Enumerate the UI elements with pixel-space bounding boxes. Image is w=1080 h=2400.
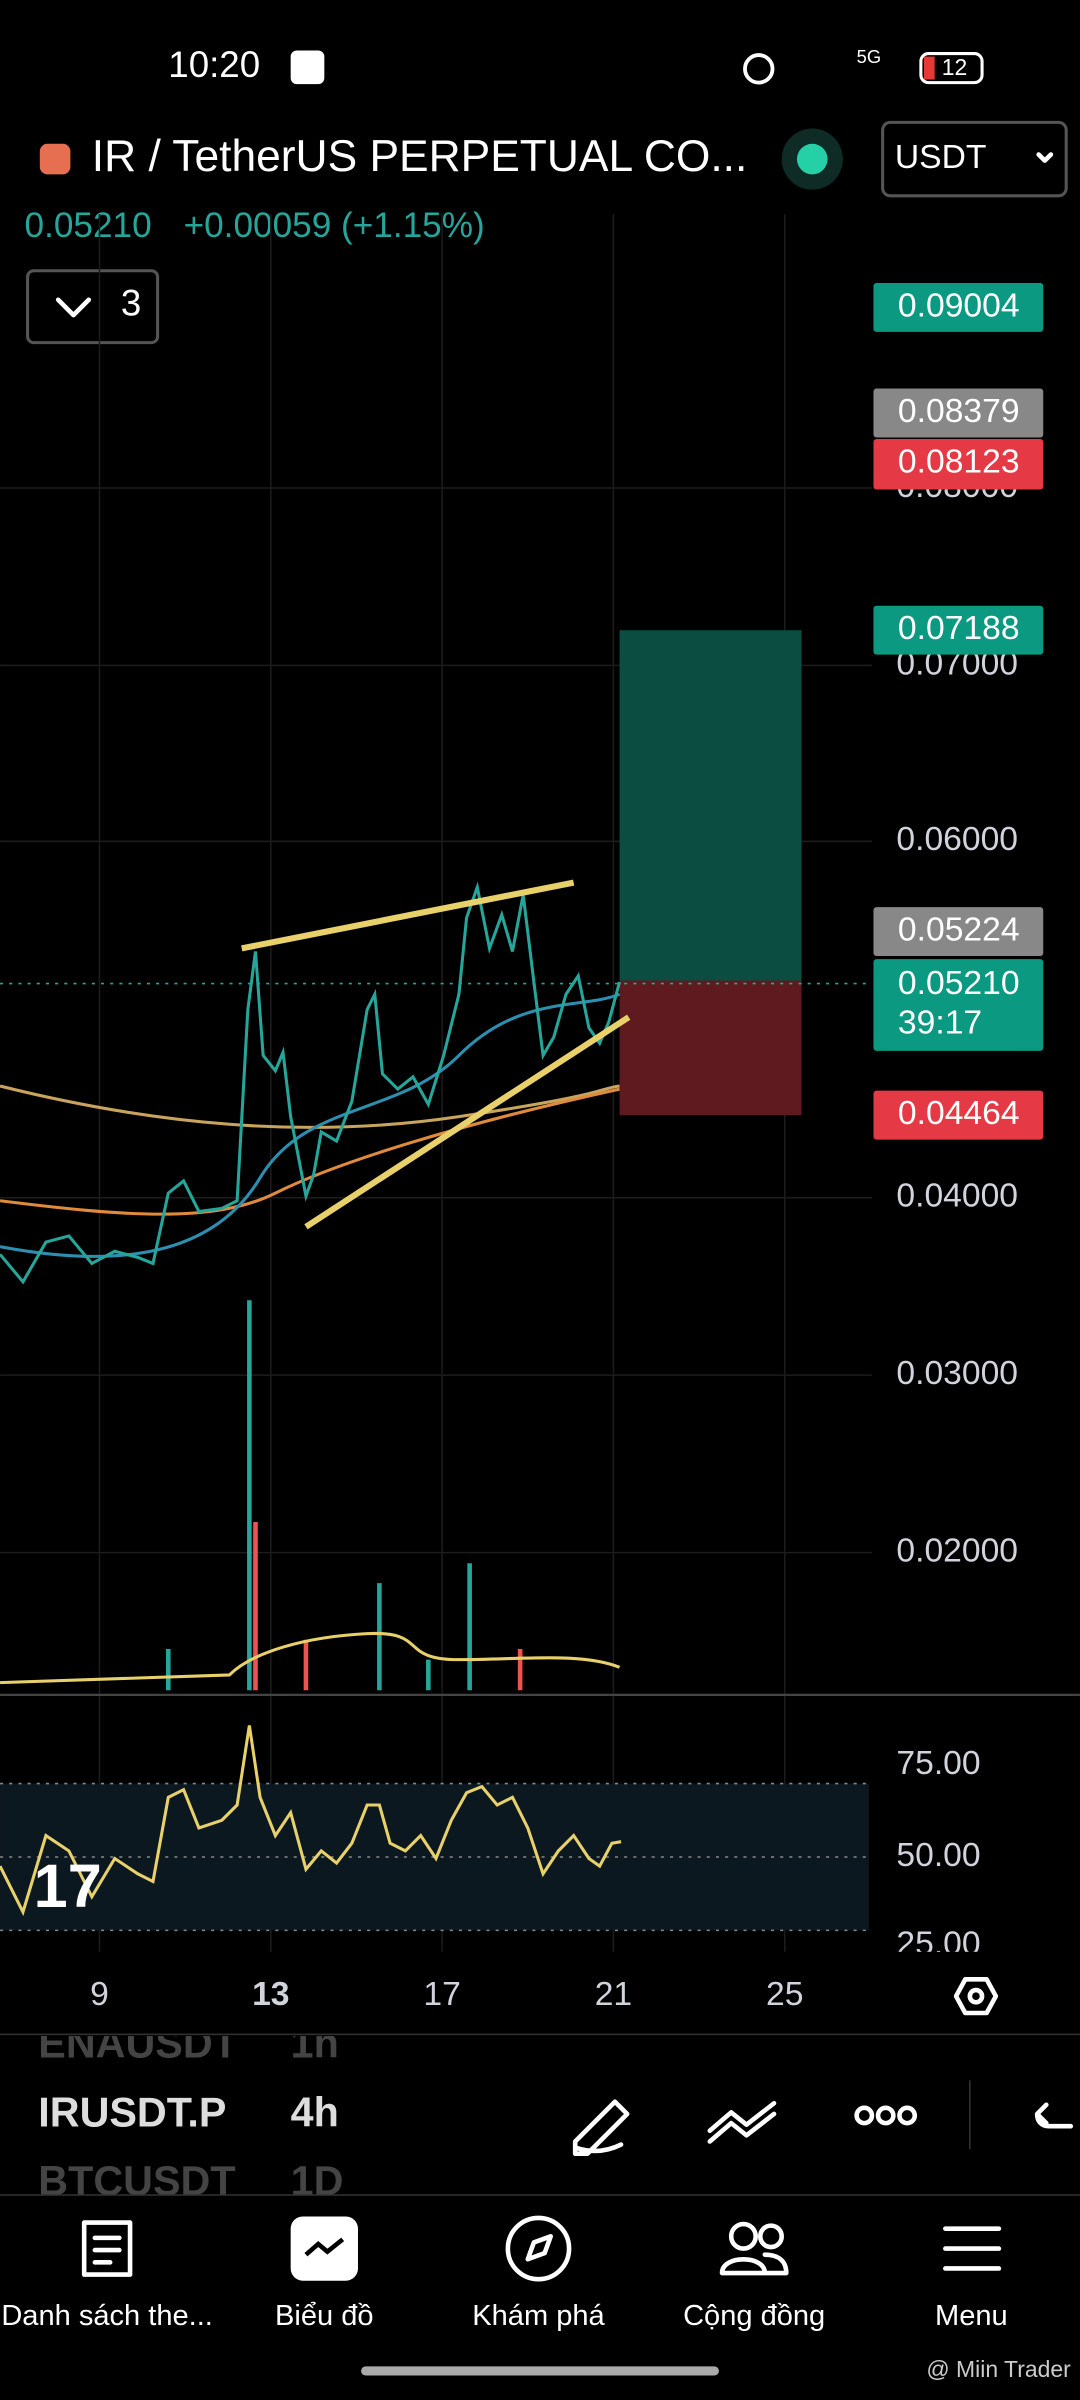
network-label: 5G <box>857 46 881 67</box>
currency-label: USDT <box>895 139 987 176</box>
more-tool[interactable] <box>854 2105 918 2126</box>
time-axis-bg <box>0 1951 1080 2038</box>
status-time: 10:20 <box>168 44 260 85</box>
home-indicator <box>361 2366 719 2376</box>
tradingview-logo: 17 <box>34 1852 102 1920</box>
time-axis-label: 13 <box>252 1976 289 2013</box>
time-axis-label: 25 <box>766 1976 803 2013</box>
volume <box>166 1300 523 1691</box>
price-tag-text: 0.08123 <box>898 443 1020 480</box>
nav-label[interactable]: Menu <box>935 2300 1008 2332</box>
price-axis-label: 0.03000 <box>896 1355 1018 1392</box>
watchlist-symbol[interactable]: ENAUSDT <box>38 2021 238 2067</box>
indicator-count: 3 <box>121 283 141 324</box>
currency-chevron <box>1036 152 1054 163</box>
countdown-text: 39:17 <box>898 1005 982 1042</box>
battery-level <box>923 56 935 80</box>
price-tag <box>873 907 1044 957</box>
watchlist-interval[interactable]: 1h <box>291 2021 339 2067</box>
price-axis-label: 0.02000 <box>896 1532 1018 1569</box>
time-axis-label: 21 <box>595 1976 632 2013</box>
watchlist-symbol[interactable]: BTCUSDT <box>38 2158 235 2204</box>
draw-tool[interactable] <box>572 2099 630 2157</box>
rsi-line <box>0 1725 622 1917</box>
nav-watchlist-icon[interactable] <box>81 2220 133 2277</box>
watchlist: ENAUSDT 1h IRUSDT.P 4h BTCUSDT 1D <box>38 2021 344 2204</box>
nav-explore-icon[interactable] <box>505 2215 572 2282</box>
nav-label[interactable]: Cộng đồng <box>683 2300 825 2332</box>
rsi-axis-label: 75.00 <box>896 1745 980 1782</box>
ma-mid <box>0 1087 620 1216</box>
price-tag-text: 0.04464 <box>898 1095 1020 1132</box>
watchlist-interval[interactable]: 4h <box>291 2089 339 2135</box>
battery-text: 12 <box>942 54 968 80</box>
currency-select[interactable] <box>881 120 1068 198</box>
price-tag <box>873 605 1044 655</box>
trend-tool[interactable] <box>707 2100 777 2144</box>
nav-label[interactable]: Danh sách the... <box>1 2300 213 2332</box>
price-tag <box>873 1090 1044 1140</box>
settings-icon-center <box>967 1987 985 2005</box>
price-tag <box>873 388 1044 438</box>
watchlist-symbol[interactable]: IRUSDT.P <box>38 2089 226 2135</box>
price-tag-text: 0.07188 <box>898 610 1020 647</box>
settings-icon[interactable] <box>953 1977 999 2016</box>
symbol-title[interactable]: IR / TetherUS PERPETUAL CO... <box>92 132 747 181</box>
time-axis-label: 17 <box>423 1976 460 2013</box>
notification-icon <box>290 50 325 85</box>
indicator-toggle[interactable] <box>26 269 160 345</box>
price-tag <box>873 282 1044 332</box>
price-tag-text: 0.09004 <box>898 287 1020 324</box>
nav-menu-icon[interactable] <box>943 2226 1002 2271</box>
time-axis-label: 9 <box>90 1976 109 2013</box>
loss-zone[interactable] <box>619 980 802 1116</box>
ma-fast <box>0 992 621 1258</box>
market-status <box>796 143 828 175</box>
watchlist-interval[interactable]: 1D <box>291 2158 344 2204</box>
price-tag-text: 0.08379 <box>898 393 1020 430</box>
undo-tool[interactable] <box>1034 2102 1074 2129</box>
price-tag-text: 0.05224 <box>898 911 1020 948</box>
nav-label[interactable]: Biểu đồ <box>275 2300 374 2332</box>
ma-slow <box>0 1084 620 1129</box>
price-tag-text: 0.05210 <box>898 965 1020 1002</box>
symbol-logo <box>39 143 71 175</box>
lower-trendline[interactable] <box>304 1014 631 1230</box>
volume-ma <box>0 1631 621 1685</box>
price-line <box>0 881 622 1285</box>
price-change: +0.00059 (+1.15%) <box>184 206 485 245</box>
upper-trendline[interactable] <box>241 879 575 952</box>
nav-community-icon[interactable] <box>719 2221 789 2276</box>
watermark: @ Miin Trader <box>926 2356 1071 2382</box>
price-axis-label: 0.06000 <box>896 821 1018 858</box>
indicator-chevron <box>55 297 92 318</box>
watchlist-gap <box>235 2035 254 2196</box>
profit-zone[interactable] <box>619 630 802 981</box>
nav-chart-glyph <box>304 2237 345 2257</box>
price-axis-label: 0.04000 <box>896 1178 1018 1215</box>
last-price: 0.05210 <box>25 206 152 245</box>
price-tag <box>873 439 1044 490</box>
nav-explore-needle <box>525 2234 554 2262</box>
rsi-axis-label: 50.00 <box>896 1837 980 1874</box>
nav-label[interactable]: Khám phá <box>472 2300 605 2332</box>
alarm-icon <box>743 53 775 85</box>
price-tag <box>873 959 1044 1051</box>
battery-icon <box>919 52 984 85</box>
